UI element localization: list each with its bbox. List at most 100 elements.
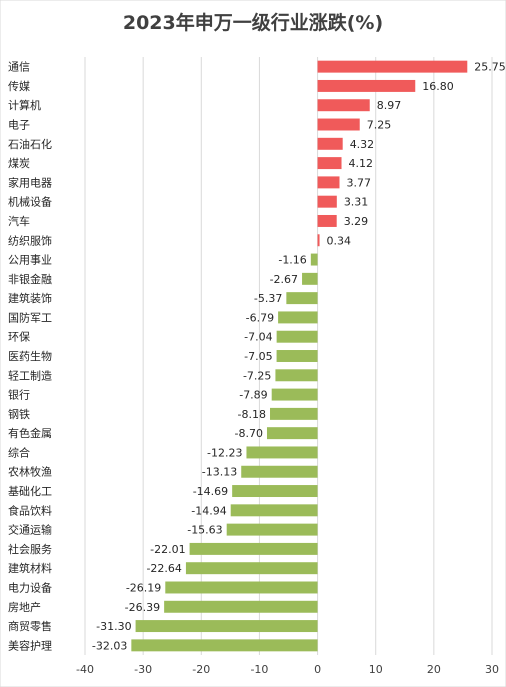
value-label: -12.23: [207, 446, 242, 459]
value-labels: 25.75 16.80 8.97 7.25 4.32 4.12 3.77 3.31 3.29 0.…: [92, 61, 506, 653]
category-label: 商贸零售: [8, 619, 52, 633]
category-label: 家用电器: [8, 175, 52, 189]
category-label: 纺织服饰: [8, 233, 52, 247]
value-label: 4.32: [350, 138, 375, 151]
value-label: -7.04: [244, 331, 272, 344]
category-label: 建筑材料: [8, 561, 52, 575]
value-label: 0.34: [327, 234, 352, 247]
value-label: 3.29: [344, 215, 369, 228]
bar: [310, 253, 318, 266]
category-label: 汽车: [8, 214, 30, 228]
category-label: 建筑装饰: [8, 291, 52, 305]
value-label: -7.05: [244, 350, 272, 363]
x-tick-label: -40: [76, 663, 94, 676]
category-label: 食品饮料: [8, 503, 52, 517]
bar: [317, 234, 320, 247]
bar: [317, 157, 342, 170]
category-label: 公用事业: [8, 254, 52, 267]
x-tick-label: -30: [134, 663, 152, 676]
category-labels: 通信传媒计算机电子石油石化煤炭家用电器机械设备汽车纺织服饰公用事业非银金融建筑装…: [8, 61, 52, 653]
value-label: -14.69: [193, 485, 228, 498]
bar: [189, 542, 318, 555]
bar: [317, 137, 343, 150]
category-label: 环保: [8, 330, 30, 344]
x-axis-ticks: -40 -30 -20 -10 0 10 20 30: [76, 663, 499, 676]
category-label: 农林牧渔: [8, 465, 52, 479]
chart-title: 2023年申万一级行业涨跌(%): [123, 11, 383, 34]
bar: [232, 485, 318, 498]
value-label: 8.97: [377, 99, 402, 112]
value-label: -14.94: [191, 504, 226, 517]
category-label: 医药生物: [8, 349, 52, 363]
category-label: 美容护理: [8, 638, 52, 652]
bar: [276, 330, 318, 343]
x-tick-label: 10: [369, 663, 383, 676]
category-label: 煤炭: [8, 157, 30, 170]
value-label: -7.25: [243, 369, 271, 382]
bar: [230, 504, 318, 517]
category-label: 钢铁: [8, 408, 30, 421]
category-label: 社会服务: [8, 542, 52, 556]
bar: [226, 523, 318, 536]
bar: [266, 427, 318, 440]
bar: [286, 292, 318, 305]
value-label: -26.39: [125, 601, 160, 614]
value-label: -22.64: [146, 562, 181, 575]
x-tick-label: 30: [485, 663, 499, 676]
bars: [131, 60, 468, 652]
bar: [135, 620, 318, 633]
value-label: -26.19: [126, 581, 161, 594]
category-label: 电力设备: [8, 580, 52, 594]
value-label: 7.25: [367, 119, 392, 132]
value-label: 3.77: [346, 176, 371, 189]
bar: [164, 600, 318, 613]
value-label: 3.31: [344, 196, 369, 209]
bar: [317, 79, 416, 92]
category-label: 机械设备: [8, 195, 52, 209]
bar: [317, 214, 337, 227]
bar: [302, 272, 318, 285]
bar: [131, 639, 318, 652]
bar: [241, 465, 318, 478]
category-label: 综合: [8, 445, 30, 459]
x-tick-label: 20: [427, 663, 441, 676]
value-label: -8.18: [238, 408, 266, 421]
x-tick-label: 0: [314, 663, 321, 676]
value-label: -13.13: [202, 466, 237, 479]
gridlines: [84, 57, 493, 655]
value-label: 25.75: [474, 61, 506, 74]
value-label: -15.63: [187, 524, 222, 537]
bar: [317, 176, 340, 189]
category-label: 国防军工: [8, 310, 52, 324]
category-label: 通信: [8, 61, 30, 74]
x-tick-label: -10: [250, 663, 268, 676]
bar: [317, 118, 360, 131]
value-label: 16.80: [422, 80, 454, 93]
value-label: -5.37: [254, 292, 282, 305]
bar: [271, 388, 318, 401]
category-label: 有色金属: [8, 426, 52, 440]
bar: [270, 407, 318, 420]
bar: [317, 99, 370, 112]
bar: [317, 60, 468, 73]
category-label: 计算机: [8, 98, 41, 112]
category-label: 电子: [8, 119, 30, 132]
value-label: -1.16: [278, 254, 306, 267]
value-label: -8.70: [235, 427, 263, 440]
value-label: -22.01: [150, 543, 185, 556]
value-label: -7.89: [239, 389, 267, 402]
bar: [185, 562, 318, 575]
value-label: -6.79: [246, 311, 274, 324]
bar: [246, 446, 318, 459]
value-label: -32.03: [92, 639, 127, 652]
bar: [275, 369, 318, 382]
category-label: 房地产: [8, 600, 41, 614]
category-label: 银行: [8, 388, 30, 402]
category-label: 非银金融: [8, 272, 52, 286]
bar: [165, 581, 318, 594]
value-label: -31.30: [96, 620, 131, 633]
value-label: 4.12: [349, 157, 374, 170]
x-tick-label: -20: [192, 663, 210, 676]
bar: [278, 311, 318, 324]
